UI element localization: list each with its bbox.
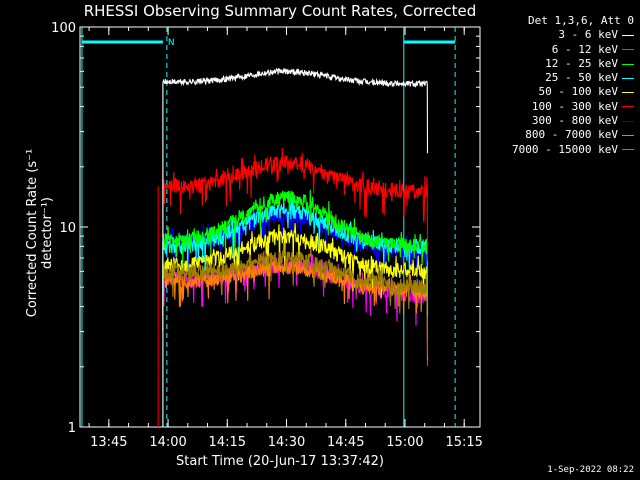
legend-entries: 3 - 6 keV 6 - 12 keV 12 - 25 keV 25 - 50 ke… xyxy=(512,28,634,157)
series-line-12-25-keV xyxy=(162,189,429,316)
legend-entry: 12 - 25 keV xyxy=(512,57,634,71)
legend-label: 12 - 25 keV xyxy=(545,56,618,70)
legend-label: 3 - 6 keV xyxy=(558,28,618,42)
legend-entry: 6 - 12 keV xyxy=(512,43,634,57)
legend: Det 1,3,6, Att 0 3 - 6 keV 6 - 12 keV 12 -… xyxy=(512,14,634,157)
legend-header: Det 1,3,6, Att 0 xyxy=(528,14,634,27)
legend-swatch xyxy=(622,63,634,65)
legend-entry: 800 - 7000 keV xyxy=(512,128,634,142)
legend-label: 7000 - 15000 keV xyxy=(512,142,618,156)
series-line-7000-15000-keV xyxy=(162,242,429,357)
x-tick-label: 14:30 xyxy=(268,435,305,450)
series-line-25-50-keV xyxy=(162,195,429,316)
y-tick-label: 10 xyxy=(59,221,76,236)
x-tick-label: 15:15 xyxy=(445,435,482,450)
legend-entry: 25 - 50 keV xyxy=(512,71,634,85)
x-tick-label: 15:00 xyxy=(386,435,423,450)
series-line-3-6-keV xyxy=(162,67,429,427)
x-tick-label: 14:45 xyxy=(327,435,364,450)
legend-swatch xyxy=(622,77,634,79)
plot-frame xyxy=(79,26,481,428)
legend-swatch xyxy=(622,34,634,36)
x-tick-label: 13:45 xyxy=(90,435,127,450)
legend-label: 6 - 12 keV xyxy=(551,42,618,56)
legend-label: 100 - 300 keV xyxy=(531,99,618,113)
legend-swatch xyxy=(622,149,634,151)
legend-label: 300 - 800 keV xyxy=(531,114,618,128)
chart-title: RHESSI Observing Summary Count Rates, Co… xyxy=(83,2,477,20)
legend-swatch xyxy=(622,106,634,108)
timestamp-footer: 1-Sep-2022 08:22 xyxy=(547,465,634,475)
x-axis-label: Start Time (20-Jun-17 13:37:42) xyxy=(176,454,384,469)
series-line-100-300-keV xyxy=(162,147,429,262)
legend-swatch xyxy=(622,135,634,137)
y-tick-label: 100 xyxy=(51,21,76,36)
legend-swatch xyxy=(622,120,634,122)
legend-label: 800 - 7000 keV xyxy=(525,128,618,142)
legend-entry: 7000 - 15000 keV xyxy=(512,143,634,157)
y-axis-label: Corrected Count Rate (s⁻¹ detector⁻¹) xyxy=(25,148,55,318)
legend-label: 50 - 100 keV xyxy=(538,85,618,99)
y-tick-label: 1 xyxy=(68,421,76,436)
legend-entry: 300 - 800 keV xyxy=(512,114,634,128)
legend-label: 25 - 50 keV xyxy=(545,71,618,85)
legend-entry: 50 - 100 keV xyxy=(512,85,634,99)
x-tick-label: 14:15 xyxy=(209,435,246,450)
legend-swatch xyxy=(622,49,634,51)
x-tick-label: 14:00 xyxy=(149,435,186,450)
legend-entry: 3 - 6 keV xyxy=(512,28,634,42)
legend-entry: 100 - 300 keV xyxy=(512,100,634,114)
night-marker: N xyxy=(168,38,175,48)
legend-swatch xyxy=(622,92,634,94)
